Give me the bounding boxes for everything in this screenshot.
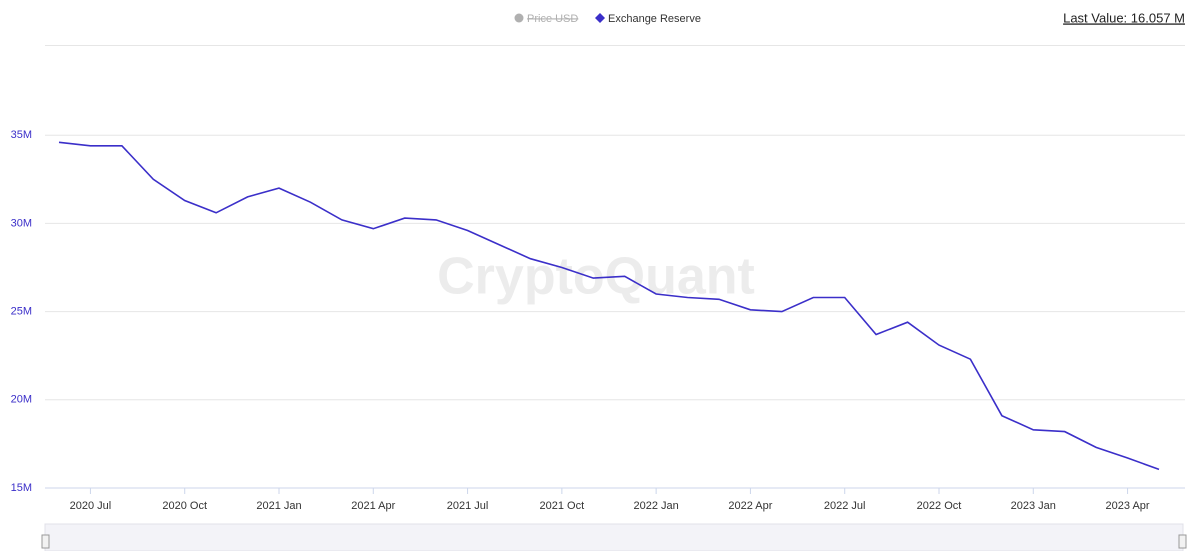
last-value[interactable]: Last Value: 16.057 M — [1063, 10, 1185, 25]
y-tick-label: 20M — [11, 394, 32, 406]
navigator-handle[interactable] — [41, 534, 50, 549]
x-tick-label: 2021 Jan — [256, 500, 301, 512]
legend-marker — [514, 13, 524, 23]
navigator[interactable] — [44, 523, 1184, 551]
x-tick-label: 2021 Oct — [540, 500, 585, 512]
y-tick-label: 30M — [11, 217, 32, 229]
x-tick-label: 2020 Oct — [162, 500, 207, 512]
x-tick-label: 2022 Jan — [634, 500, 679, 512]
x-tick-label: 2021 Apr — [351, 500, 395, 512]
legend-label[interactable]: Price USD — [527, 13, 578, 25]
y-tick-label: 25M — [11, 306, 32, 318]
x-tick-label: 2020 Jul — [70, 500, 112, 512]
y-tick-label: 15M — [11, 482, 32, 494]
x-tick-label: 2023 Apr — [1106, 500, 1150, 512]
x-tick-label: 2022 Jul — [824, 500, 866, 512]
x-tick-label: 2022 Apr — [728, 500, 772, 512]
watermark: CryptoQuant — [437, 248, 755, 306]
legend-label[interactable]: Exchange Reserve — [608, 13, 701, 25]
x-tick-label: 2021 Jul — [447, 500, 489, 512]
navigator-handle[interactable] — [1178, 534, 1187, 549]
series-line — [58, 141, 1160, 471]
x-tick-label: 2023 Jan — [1011, 500, 1056, 512]
y-tick-label: 35M — [11, 129, 32, 141]
x-tick-label: 2022 Oct — [917, 500, 962, 512]
legend-marker — [595, 13, 605, 23]
